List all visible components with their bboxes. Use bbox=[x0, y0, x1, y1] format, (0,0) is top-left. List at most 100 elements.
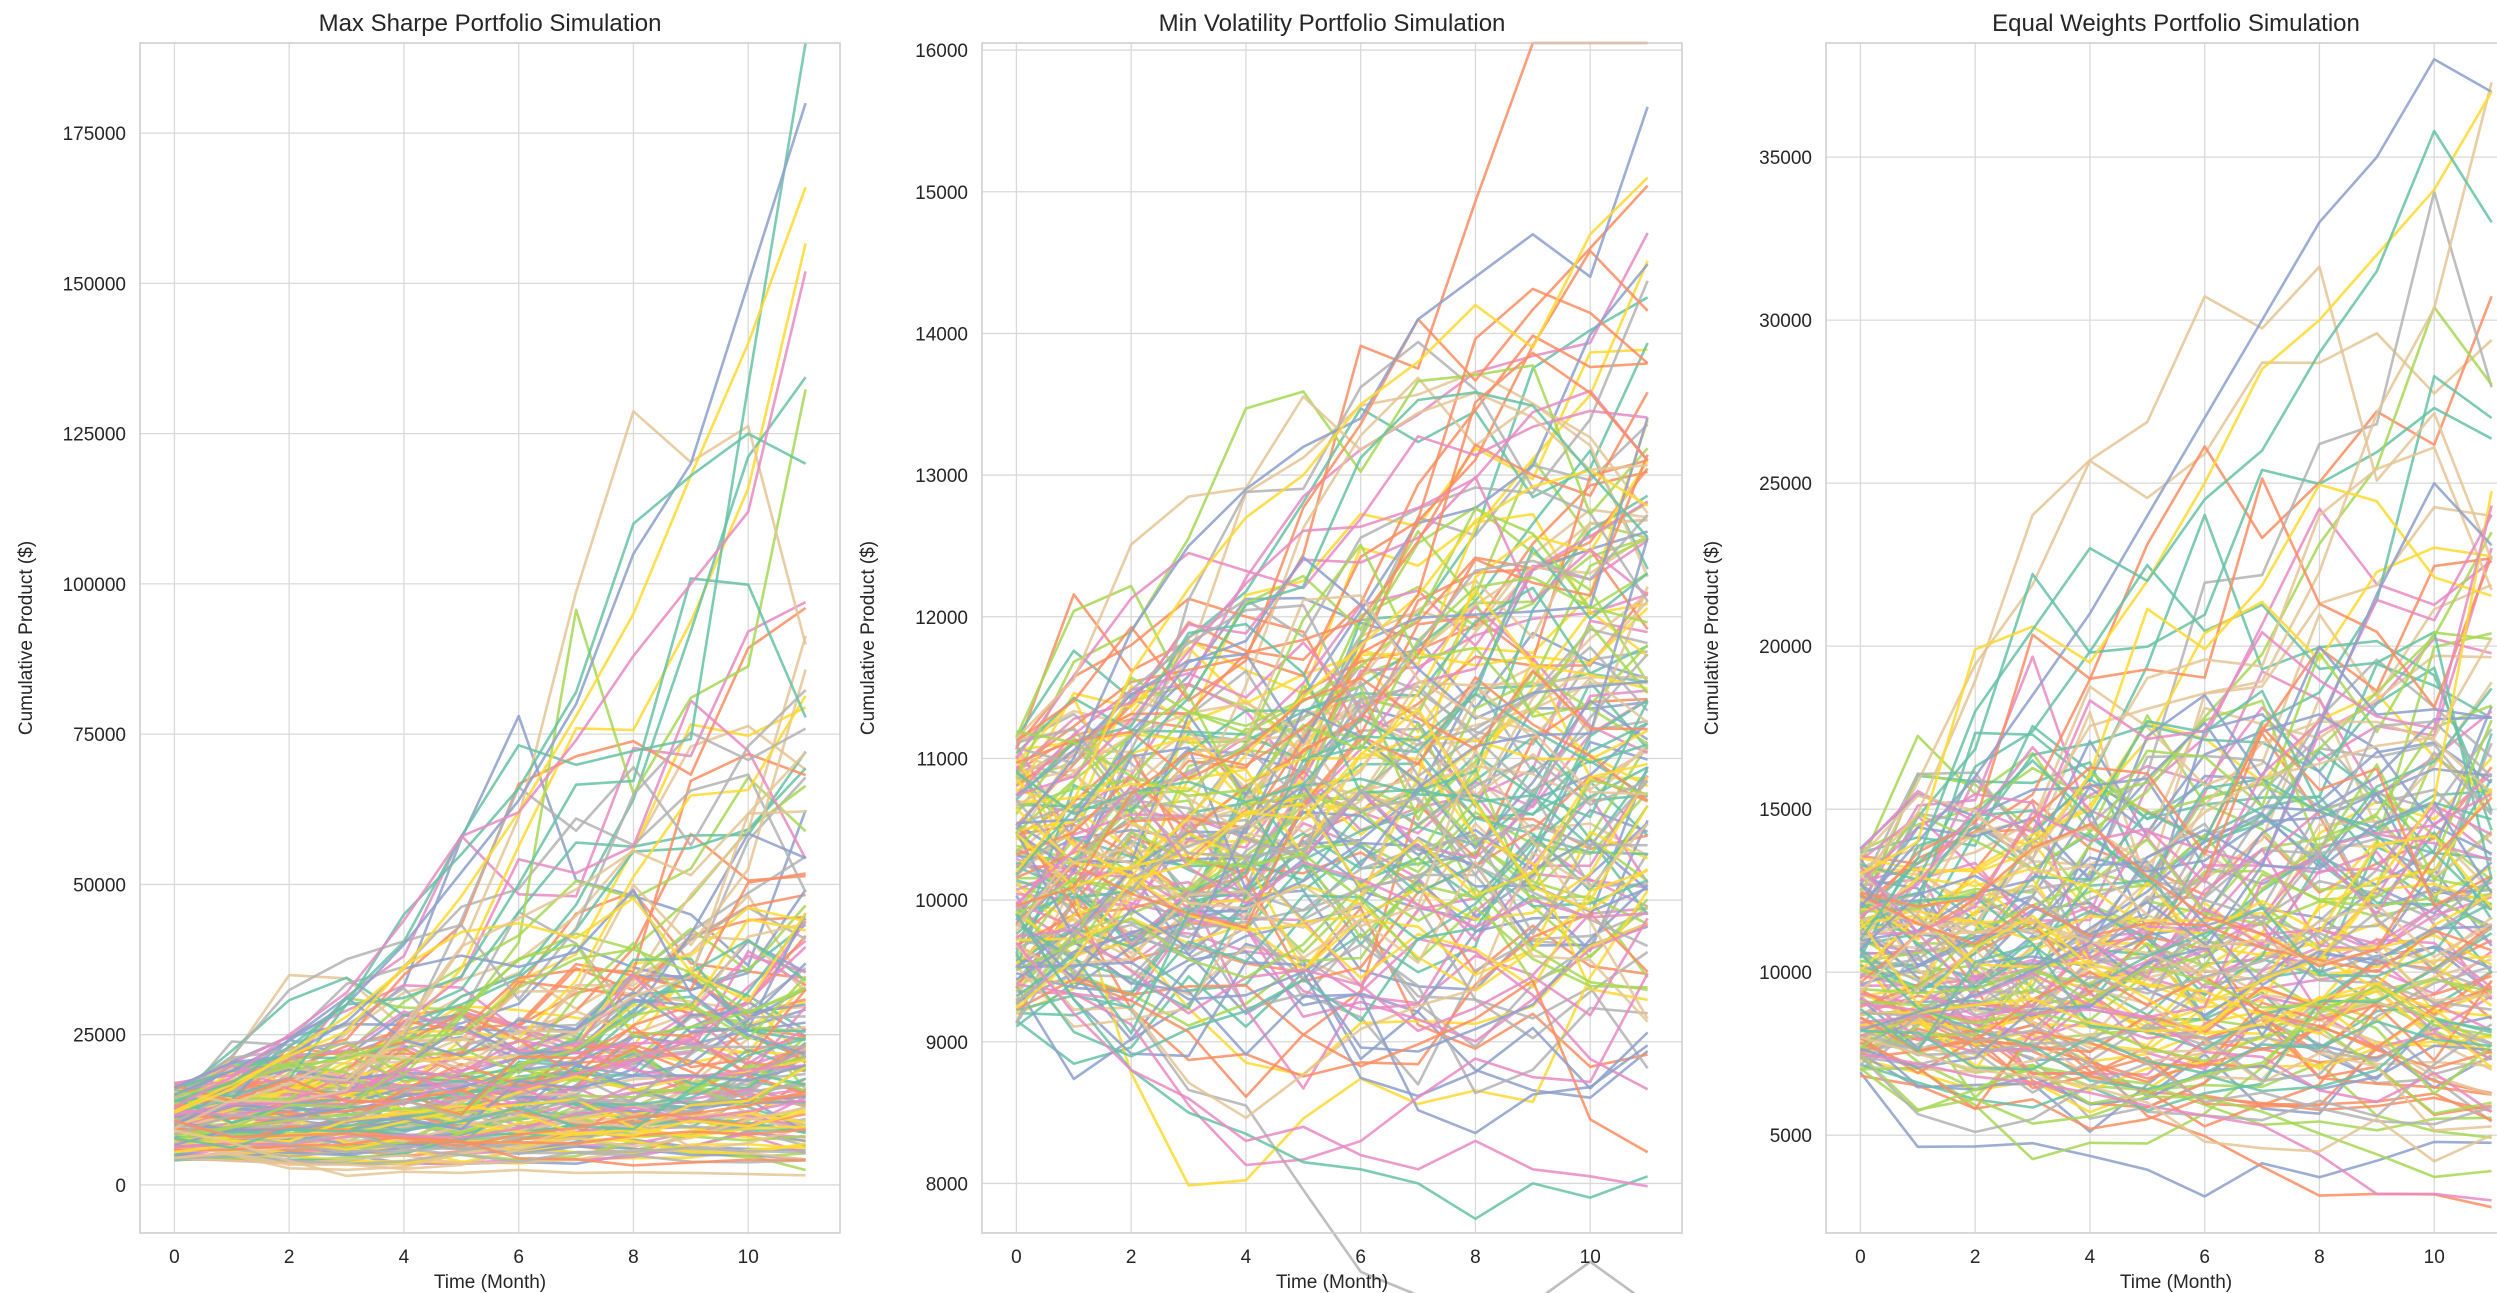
simulation-path bbox=[1015, 882, 1648, 991]
simulation-path bbox=[1015, 748, 1649, 1020]
simulation-path bbox=[1015, 671, 1649, 993]
simulation-path bbox=[1015, 389, 1649, 797]
simulation-path bbox=[1859, 800, 2493, 1069]
simulation-path bbox=[174, 1066, 807, 1141]
y-axis-label: Cumulative Product ($) bbox=[16, 541, 37, 735]
simulation-path bbox=[1015, 459, 1649, 973]
chart-panel-equal-weights: 0 2 4 6 8 10 5000 10000 15000 20000 25000 30000 3500… bbox=[1702, 10, 2497, 1293]
simulation-path bbox=[1859, 446, 2493, 915]
simulation-path bbox=[1016, 957, 1636, 1293]
tick-labels: 0 2 4 6 8 10 8000 9000 10000 11000 12000 13000 14000… bbox=[915, 41, 1601, 1268]
chart-title: Min Volatility Portfolio Simulation bbox=[1159, 10, 1506, 37]
simulation-path bbox=[1859, 406, 2493, 924]
lines-layer bbox=[173, 42, 807, 1178]
simulation-path bbox=[174, 941, 806, 1105]
y-tick-label: 50000 bbox=[73, 875, 126, 896]
simulation-path bbox=[174, 1134, 806, 1167]
simulation-path bbox=[174, 1120, 806, 1164]
simulation-path bbox=[1859, 892, 2493, 1066]
y-tick-label: 25000 bbox=[1759, 474, 1812, 495]
simulation-path bbox=[173, 810, 806, 1130]
x-tick-label: 4 bbox=[1241, 1247, 1252, 1268]
simulation-path bbox=[174, 1037, 806, 1149]
plot-frame bbox=[139, 42, 841, 1234]
simulation-path bbox=[1860, 1020, 2492, 1075]
simulation-path bbox=[1859, 190, 2493, 888]
simulation-path bbox=[1859, 1016, 2492, 1132]
simulation-path bbox=[1859, 720, 2493, 971]
simulation-path bbox=[174, 432, 807, 1103]
simulation-path bbox=[1015, 774, 1649, 983]
simulation-path bbox=[1859, 713, 2493, 855]
simulation-path bbox=[1859, 1055, 2492, 1134]
simulation-path bbox=[1015, 860, 1649, 1023]
simulation-path bbox=[1860, 482, 2493, 1032]
simulation-path bbox=[1015, 693, 1648, 892]
simulation-path bbox=[1859, 1024, 2492, 1139]
y-tick-label: 5000 bbox=[1770, 1126, 1812, 1147]
simulation-path bbox=[1860, 692, 2493, 876]
simulation-path bbox=[1859, 893, 2493, 974]
simulation-path bbox=[1015, 909, 1649, 1069]
chart-title: Max Sharpe Portfolio Simulation bbox=[319, 10, 662, 37]
simulation-path bbox=[1015, 978, 1649, 1154]
simulation-path bbox=[1015, 106, 1649, 831]
x-tick-label: 8 bbox=[2314, 1247, 2325, 1268]
grid-layer bbox=[140, 43, 840, 1233]
simulation-path bbox=[1016, 576, 1648, 798]
simulation-path bbox=[174, 975, 807, 1137]
simulation-path bbox=[1016, 821, 1649, 1002]
simulation-path bbox=[1860, 689, 2493, 911]
simulation-path bbox=[1859, 129, 2493, 941]
y-tick-label: 25000 bbox=[73, 1026, 126, 1047]
simulation-path bbox=[1859, 895, 2493, 1051]
simulation-path bbox=[1860, 809, 2492, 1036]
x-tick-label: 2 bbox=[1970, 1247, 1981, 1268]
simulation-path bbox=[1015, 594, 1648, 928]
simulation-path bbox=[1859, 792, 2493, 1061]
y-tick-label: 10000 bbox=[915, 891, 968, 912]
simulation-path bbox=[1015, 884, 1649, 1058]
simulation-path bbox=[1860, 882, 2493, 1034]
simulation-path bbox=[1015, 348, 1648, 868]
x-tick-label: 10 bbox=[2424, 1247, 2445, 1268]
x-tick-label: 6 bbox=[513, 1247, 524, 1268]
simulation-path bbox=[1860, 531, 2493, 922]
simulation-path bbox=[1860, 1036, 2493, 1163]
simulation-path bbox=[1015, 792, 1648, 1024]
simulation-path bbox=[1860, 490, 2493, 1033]
simulation-path bbox=[1860, 666, 2493, 946]
simulation-path bbox=[1015, 941, 1648, 1188]
y-tick-label: 175000 bbox=[63, 124, 126, 145]
simulation-path bbox=[1016, 729, 1649, 832]
y-tick-label: 8000 bbox=[926, 1174, 968, 1195]
simulation-path bbox=[1859, 505, 2492, 1012]
simulation-path bbox=[1016, 351, 1649, 907]
x-tick-label: 2 bbox=[284, 1247, 295, 1268]
simulation-path bbox=[1860, 905, 2492, 1096]
chart-title: Equal Weights Portfolio Simulation bbox=[1992, 10, 2360, 37]
simulation-path bbox=[173, 888, 807, 1089]
simulation-path bbox=[1859, 906, 2493, 1054]
simulation-path bbox=[1859, 746, 2493, 947]
simulation-path bbox=[1860, 792, 2493, 1019]
chart-panel-max-sharpe: 0 2 4 6 8 10 0 25000 50000 75000 100000 125000 15000… bbox=[16, 10, 841, 1293]
y-tick-label: 16000 bbox=[915, 41, 968, 62]
simulation-path bbox=[1859, 725, 2493, 984]
simulation-path bbox=[1859, 903, 2493, 993]
simulation-path bbox=[1015, 176, 1649, 873]
simulation-path bbox=[1859, 91, 2493, 876]
simulation-path bbox=[1860, 965, 2493, 1096]
simulation-path bbox=[1015, 696, 1649, 893]
y-tick-label: 12000 bbox=[915, 608, 968, 629]
y-tick-label: 14000 bbox=[915, 324, 968, 345]
lines-layer bbox=[1859, 58, 2493, 1209]
simulation-path bbox=[1860, 796, 2493, 968]
simulation-path bbox=[174, 948, 807, 1098]
simulation-path bbox=[173, 389, 807, 1096]
simulation-path bbox=[1015, 391, 1649, 875]
simulation-path bbox=[1860, 908, 2493, 966]
x-tick-label: 4 bbox=[399, 1247, 410, 1268]
simulation-path bbox=[1016, 766, 1649, 1012]
simulation-path bbox=[1015, 823, 1649, 1078]
